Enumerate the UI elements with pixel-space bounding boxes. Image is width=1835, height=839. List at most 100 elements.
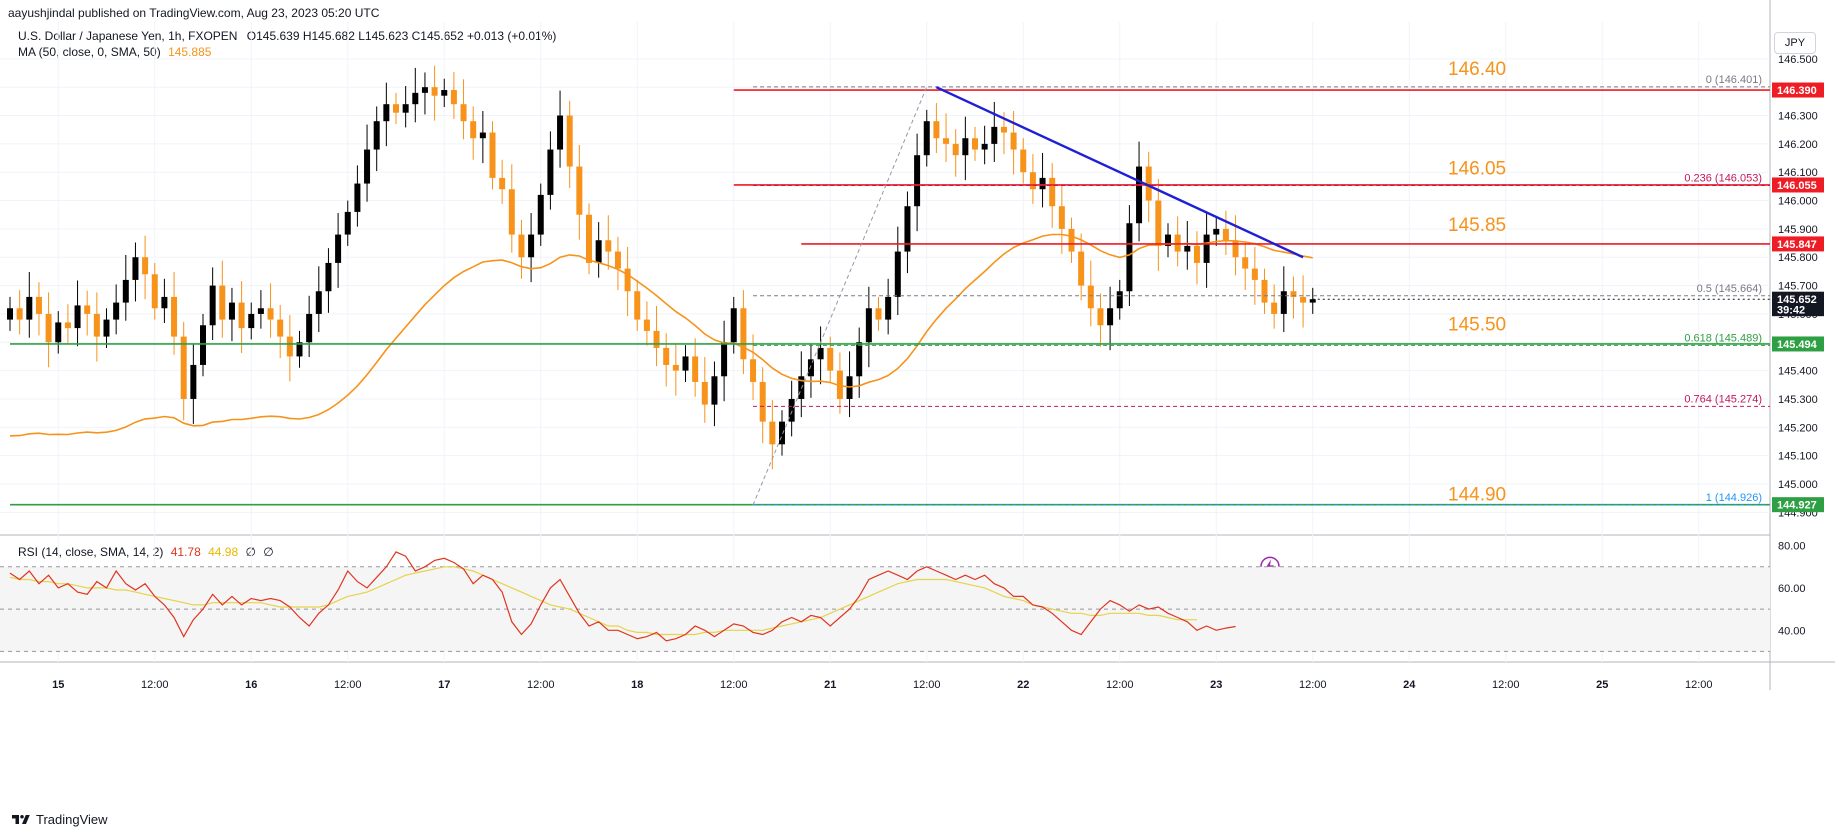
candle [643,301,650,346]
candle-body [586,214,592,263]
candle [335,213,342,288]
candle [7,296,13,331]
candle [219,260,226,338]
candle-body [779,421,785,445]
fib-level-label: 0.236 (146.053) [1684,173,1762,185]
candle [1010,110,1017,175]
candle [1058,184,1065,254]
candle [412,67,419,123]
candle [1271,284,1278,329]
candle-body [267,308,274,320]
rsi-legend[interactable]: RSI (14, close, SMA, 14, 2) 41.78 44.98 … [18,545,274,559]
candle-body [325,262,332,292]
candle [1193,231,1200,285]
candle-body [74,305,81,329]
candle [943,113,950,163]
price-axis-tag-text: 145.847 [1777,239,1817,251]
candle [682,345,689,382]
candle-body [238,302,245,329]
symbol-title[interactable]: U.S. Dollar / Japanese Yen, 1h, FXOPEN [18,29,238,43]
price-axis-tag-bg [1772,177,1824,193]
candle [1290,276,1297,319]
candle-body [865,308,872,343]
candle-body [228,302,235,320]
candle-body [142,257,149,275]
lightning-bolt [1266,559,1274,574]
ma-label: MA (50, close, 0, SMA, 50) [18,45,161,59]
time-tick-label: 18 [631,679,643,691]
candle [865,286,872,368]
rsi-line [9,551,1236,642]
candle [595,222,602,278]
candle [557,90,564,168]
candle-body [807,359,814,377]
candle [1039,152,1046,208]
fib-level-label: 0 (146.401) [1706,74,1762,86]
candle [151,262,158,320]
candle-body [402,104,409,113]
candle-body [180,336,187,399]
price-axis-tag-text: 39:42 [1777,305,1805,317]
candle-body [470,121,477,139]
price-axis-tag-text: 145.494 [1777,339,1818,351]
candle-body [750,359,757,382]
publisher-line: aayushjindal published on TradingView.co… [8,6,380,20]
candle-body [528,234,535,258]
price-annotation: 146.05 [1448,158,1506,179]
time-tick-label: 16 [245,679,257,691]
candle [894,226,901,316]
candle-body [576,166,583,215]
candle-body [364,149,371,184]
candle-body [84,305,91,314]
candle [499,159,506,204]
candle [624,247,631,317]
candle [84,290,91,336]
candle [566,100,573,189]
candle-body [537,194,544,235]
candle [586,203,592,275]
candle-body [981,143,988,150]
candle [1020,138,1027,184]
price-axis-tag-text: 144.927 [1777,500,1817,512]
candle-body [701,381,708,405]
candle-body [277,319,284,337]
candle-body [383,104,390,122]
time-tick-label: 25 [1596,679,1608,691]
candle [663,333,670,387]
currency-selector[interactable]: JPY [1774,32,1816,54]
candle [489,121,496,190]
candle-body [1184,245,1191,252]
candle-body [1145,166,1152,201]
candle [16,290,23,335]
candle-body [1271,302,1278,314]
candle-body [817,347,824,360]
ma-legend[interactable]: MA (50, close, 0, SMA, 50) 145.885 [18,45,211,59]
price-tick-label: 146.500 [1778,54,1818,66]
footer-brand: TradingView [10,812,108,827]
candle-body [209,285,216,326]
candle-body [1126,223,1133,292]
candle [923,109,930,167]
candle-body [788,398,795,422]
candle [807,344,814,398]
candle [759,367,766,444]
candle [171,271,178,355]
candle [55,311,62,354]
candle-body [557,115,564,150]
candle [856,327,863,398]
candle-body [286,336,293,357]
rsi-extra-value-1: ∅ [245,545,256,559]
candle [933,103,940,153]
candle [296,330,303,368]
candle [344,200,351,246]
candle [200,313,206,377]
candle [1203,213,1210,288]
candle-body [634,291,641,320]
candle [45,292,52,368]
candle-body [518,234,525,258]
price-axis-tag-bg [1772,303,1824,317]
candle-body [769,421,776,445]
price-tick-label: 145.000 [1778,479,1818,491]
candle-body [1020,149,1027,173]
